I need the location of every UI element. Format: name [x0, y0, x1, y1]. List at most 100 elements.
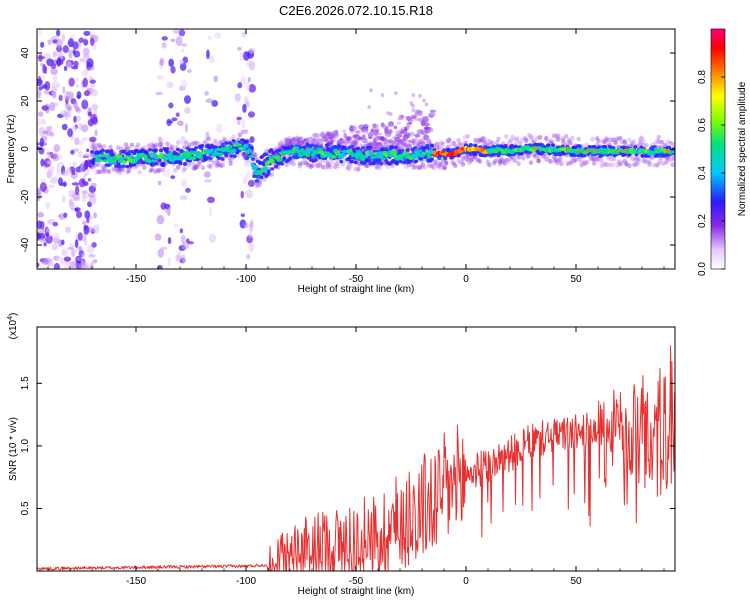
spectrum-cell: [545, 156, 551, 162]
spectrum-cell: [93, 224, 100, 234]
spectrum-cell: [433, 162, 438, 168]
spectrum-cell: [439, 162, 444, 167]
spectrum-cell: [627, 163, 632, 169]
spectrum-cell: [647, 160, 652, 165]
spectrum-cell: [406, 143, 412, 150]
spectrum-cell: [186, 162, 192, 168]
spectrum-cell: [582, 160, 587, 166]
spectrum-cell: [436, 163, 441, 169]
spectrum-cell: [81, 124, 89, 133]
spectrum-cell: [45, 201, 51, 210]
spectrum-cell: [599, 163, 604, 168]
spectrum-cell: [157, 142, 162, 148]
spectrum-cell: [362, 161, 367, 166]
spectrum-cell: [371, 155, 378, 159]
spectrum-cell: [622, 152, 627, 157]
spectrum-cell: [496, 136, 501, 142]
spectrum-cell: [414, 110, 419, 115]
spectrum-cell: [152, 169, 158, 175]
spectrum-cell: [247, 179, 255, 188]
spectrum-cell: [505, 159, 510, 165]
spectrum-cell: [81, 99, 89, 110]
spectrum-cell: [442, 165, 447, 171]
spectrum-cell: [244, 139, 249, 144]
spectrum-cell: [78, 262, 87, 269]
spectrum-cell: [370, 128, 374, 133]
spectrum-cell: [619, 160, 624, 166]
spectrum-cell: [78, 150, 84, 158]
spectrum-cell: [208, 156, 213, 161]
spectrum-cell: [197, 161, 202, 167]
spectrum-cell: [69, 261, 78, 269]
spectrum-cell: [571, 158, 577, 164]
spectrum-cell: [203, 171, 211, 178]
spectrum-cell: [499, 158, 504, 164]
spectrum-cell: [248, 154, 255, 158]
spectrum-cell: [126, 145, 132, 151]
spectrum-cell: [187, 241, 195, 245]
spectrum-cell: [251, 165, 258, 171]
spectrum-cell: [271, 151, 276, 155]
spectrum-cell: [100, 164, 105, 170]
y-tick-label: -40: [20, 237, 31, 252]
spectrum-cell: [181, 241, 190, 250]
spectrum-cell: [611, 145, 616, 150]
spectrum-cell: [433, 159, 438, 164]
spectrum-cell: [206, 136, 212, 142]
spectrum-cell: [557, 161, 563, 167]
spectrum-cell: [211, 99, 219, 107]
spectrum-cell: [200, 165, 206, 171]
spectrum-cell: [355, 130, 361, 134]
spectrum-cell: [92, 259, 98, 264]
spectrum-cell: [429, 111, 436, 117]
spectrum-cell: [254, 183, 259, 189]
spectrum-cell: [262, 177, 267, 182]
spectrum-cell: [219, 163, 224, 169]
spectrum-cell: [397, 140, 403, 146]
spectrum-cell: [305, 162, 310, 167]
spectrum-cell: [647, 162, 652, 167]
spectrogram-x-ticks: -150 -100 -50 0 50: [47, 29, 665, 285]
spectrum-cell: [619, 139, 624, 144]
spectrum-cell: [52, 221, 59, 227]
spectrum-cell: [74, 207, 79, 212]
spectrum-cell: [417, 139, 423, 144]
colorbar-tick-label: 0.0: [697, 262, 708, 276]
spectrum-cell: [192, 165, 198, 171]
spectrum-cell: [437, 141, 443, 147]
spectrum-cell: [72, 196, 81, 202]
spectrum-cell: [394, 137, 401, 142]
spectrum-cell: [431, 150, 437, 155]
spectrum-cell: [83, 57, 87, 64]
spectrum-cell: [223, 145, 230, 150]
spectrum-cell: [46, 148, 51, 158]
spectrum-cell: [167, 152, 173, 157]
spectrum-cell: [491, 160, 497, 166]
spectrum-cell: [49, 177, 58, 184]
spectrum-cell: [551, 154, 557, 160]
spectrum-cell: [52, 154, 59, 162]
spectrum-cell: [170, 38, 176, 43]
spectrum-cell: [442, 165, 447, 171]
spectrum-cell: [214, 163, 219, 169]
spectrum-cell: [599, 158, 604, 164]
spectrum-cell: [424, 126, 429, 130]
spectrum-cell: [178, 29, 186, 37]
spectrum-cell: [286, 136, 292, 141]
spectrum-cell: [524, 138, 529, 144]
spectrum-cell: [448, 143, 454, 148]
spectrum-cell: [368, 151, 374, 157]
spectrum-cell: [414, 133, 421, 138]
spectrum-cell: [63, 212, 68, 218]
spectrum-cell: [149, 159, 156, 163]
spectrum-cell: [374, 164, 380, 170]
spectrum-cell: [331, 155, 337, 159]
spectrum-cell: [514, 136, 520, 142]
spectrum-cell: [208, 164, 213, 169]
spectrum-cell: [247, 76, 251, 83]
spectrum-cell: [154, 148, 159, 152]
spectrum-cell: [56, 29, 61, 37]
spectrum-cell: [416, 165, 421, 170]
spectrum-cell: [473, 152, 478, 157]
spectrum-cell: [616, 159, 621, 165]
